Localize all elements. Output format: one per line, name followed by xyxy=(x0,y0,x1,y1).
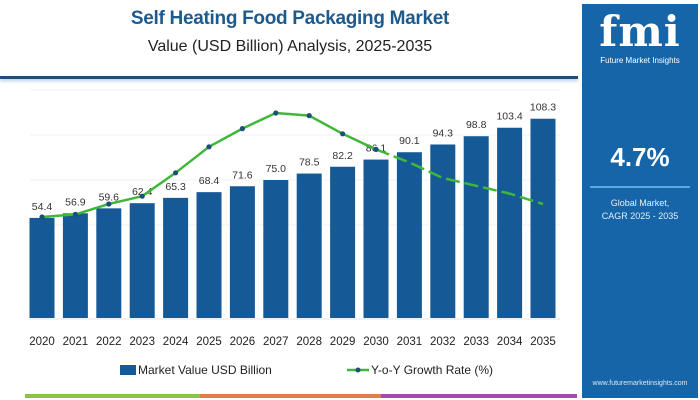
bar-2024 xyxy=(163,197,189,318)
x-tick-2023: 2023 xyxy=(129,336,155,348)
growth-point-2027 xyxy=(273,110,279,116)
x-tick-2026: 2026 xyxy=(230,336,256,348)
growth-point-2026 xyxy=(239,126,245,132)
cagr-label: Global Market, CAGR 2025 - 2035 xyxy=(582,197,698,223)
x-tick-2035: 2035 xyxy=(530,336,556,348)
x-tick-2021: 2021 xyxy=(63,336,89,348)
x-tick-2024: 2024 xyxy=(163,336,189,348)
growth-point-2021 xyxy=(72,211,78,217)
bar-2020 xyxy=(29,217,55,318)
x-tick-2030: 2030 xyxy=(363,336,389,348)
growth-point-2024 xyxy=(173,170,179,176)
growth-point-2022 xyxy=(106,201,112,207)
bar-2030 xyxy=(363,159,389,318)
bar-2032 xyxy=(430,144,456,318)
growth-point-2029 xyxy=(340,131,346,137)
panel-divider xyxy=(590,186,690,188)
footer-strip-green xyxy=(25,394,200,398)
chart-plot: 54.4 2020 56.9 2021 59.6 2022 62.4 2023 65.3 2024… xyxy=(28,89,560,348)
bar-2027 xyxy=(263,180,289,318)
bar-label-2027: 75.0 xyxy=(266,163,287,175)
bar-2021 xyxy=(62,213,88,318)
legend-bar-swatch xyxy=(120,365,136,375)
growth-line-dashed xyxy=(375,148,544,206)
chart-title: Self Heating Food Packaging Market xyxy=(130,8,450,29)
growth-point-2023 xyxy=(139,193,145,199)
legend-item-growth-rate: Y-o-Y Growth Rate (%) xyxy=(347,363,493,377)
chart-subtitle: Value (USD Billion) Analysis, 2025-2035 xyxy=(147,38,433,55)
bar-2029 xyxy=(330,166,356,318)
fmi-logo: fmi Future Market Insights xyxy=(582,7,698,66)
bar-2026 xyxy=(229,186,255,318)
bar-label-2029: 82.2 xyxy=(332,150,353,162)
growth-point-2025 xyxy=(206,144,212,150)
footer-strip-purple xyxy=(381,394,577,398)
legend-item-market-value: Market Value USD Billion xyxy=(120,363,272,377)
bar-label-2033: 98.8 xyxy=(466,119,487,131)
website-link[interactable]: www.futuremarketinsights.com xyxy=(592,380,688,387)
cagr-value: 4.7% xyxy=(610,142,670,172)
growth-point-2020 xyxy=(39,214,45,220)
logo-tagline: Future Market Insights xyxy=(600,56,680,65)
growth-point-2028 xyxy=(306,113,312,119)
bar-2031 xyxy=(396,152,422,318)
x-tick-2028: 2028 xyxy=(296,336,322,348)
bar-label-2035: 108.3 xyxy=(530,102,556,114)
legend-label-market-value: Market Value USD Billion xyxy=(138,363,272,377)
header-divider xyxy=(0,76,578,79)
logo-mark: fmi xyxy=(599,7,681,56)
bar-label-2024: 65.3 xyxy=(165,181,186,193)
bar-label-2022: 59.6 xyxy=(99,191,120,203)
legend-line-swatch xyxy=(347,367,369,373)
bar-label-2023: 62.4 xyxy=(132,186,153,198)
bar-label-2026: 71.6 xyxy=(232,169,253,181)
bar-2035 xyxy=(530,118,556,318)
bar-2033 xyxy=(463,136,489,318)
bar-2028 xyxy=(296,173,322,318)
bar-label-2020: 54.4 xyxy=(32,201,53,213)
x-tick-2031: 2031 xyxy=(397,336,423,348)
bar-2022 xyxy=(96,208,122,318)
bar-2034 xyxy=(497,127,523,318)
x-tick-2034: 2034 xyxy=(497,336,523,348)
footer-strip-orange xyxy=(200,394,381,398)
bar-2023 xyxy=(129,203,155,318)
cagr-label-line2: CAGR 2025 - 2035 xyxy=(601,211,679,221)
x-tick-2033: 2033 xyxy=(463,336,489,348)
bar-label-2032: 94.3 xyxy=(433,127,454,139)
cagr-label-line1: Global Market, xyxy=(610,198,670,208)
x-tick-2025: 2025 xyxy=(196,336,222,348)
x-tick-2027: 2027 xyxy=(263,336,289,348)
x-tick-2020: 2020 xyxy=(29,336,55,348)
bar-label-2021: 56.9 xyxy=(65,196,86,208)
bar-2025 xyxy=(196,192,222,318)
legend-label-growth-rate: Y-o-Y Growth Rate (%) xyxy=(371,363,494,377)
bar-label-2025: 68.4 xyxy=(199,175,220,187)
bar-label-2028: 78.5 xyxy=(299,157,320,169)
x-tick-2029: 2029 xyxy=(330,336,356,348)
growth-point-2030 xyxy=(373,146,379,152)
x-tick-2022: 2022 xyxy=(96,336,122,348)
bar-label-2031: 90.1 xyxy=(399,135,420,147)
side-panel: fmi Future Market Insights 4.7% Global M… xyxy=(582,4,698,398)
bar-label-2034: 103.4 xyxy=(496,111,522,123)
x-tick-2032: 2032 xyxy=(430,336,456,348)
